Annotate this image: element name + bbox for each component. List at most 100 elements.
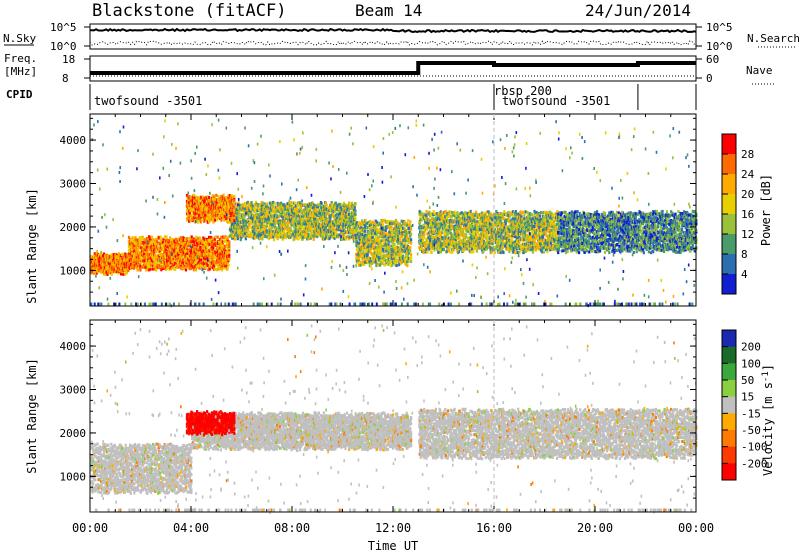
heatmap-cell (349, 231, 352, 235)
heatmap-cell (355, 226, 358, 230)
cpid-program-1: twofsound -3501 (94, 94, 202, 108)
heatmap-cell (406, 260, 409, 264)
cpid-program-3: twofsound -3501 (502, 94, 610, 108)
heatmap-cell (348, 225, 351, 229)
noise-panel-frame (89, 23, 697, 50)
heatmap-cell (293, 237, 296, 241)
heatmap-cell (350, 201, 353, 205)
cpid-label: CPID (6, 88, 33, 101)
heatmap-cell (395, 264, 398, 268)
freq-line (90, 61, 696, 75)
heatmap-cell (151, 267, 154, 271)
nsearch-label: N.Search (747, 32, 800, 45)
date-title: 24/Jun/2014 (585, 1, 691, 20)
heatmap-cell (132, 266, 136, 270)
heatmap-cell (381, 223, 384, 227)
heatmap-cell (228, 243, 231, 246)
heatmap-cell (286, 205, 289, 209)
heatmap-cell (265, 202, 268, 206)
heatmap-cell (389, 244, 392, 248)
heatmap-cell (193, 193, 196, 197)
freq-tick-top: 18 (62, 53, 75, 66)
heatmap-cell (410, 256, 413, 260)
heatmap-cell (363, 229, 366, 233)
heatmap-cell (136, 268, 139, 272)
heatmap-cell (184, 268, 188, 272)
freq-panel-frame (89, 55, 697, 82)
heatmap-cell (165, 235, 168, 239)
heatmap-cell (354, 217, 357, 220)
heatmap-cell (410, 228, 413, 232)
heatmap-cell (228, 240, 231, 244)
heatmap-cell (283, 229, 286, 233)
nave-tick-bottom: 0 (706, 72, 713, 85)
heatmap-cell (211, 237, 214, 240)
heatmap-cell (289, 226, 292, 230)
heatmap-cell (393, 242, 396, 246)
heatmap-cell (389, 260, 392, 264)
heatmap-cell (127, 269, 130, 273)
heatmap-cell (233, 237, 237, 241)
heatmap-cell (357, 229, 360, 233)
heatmap-cell (410, 232, 413, 236)
heatmap-cell (159, 235, 162, 239)
heatmap-cell (243, 216, 246, 220)
heatmap-cell (236, 237, 239, 241)
heatmap-cell (410, 260, 413, 264)
heatmap-cell (387, 233, 390, 237)
heatmap-cell (195, 268, 198, 272)
search-noise-line (89, 40, 697, 46)
heatmap-cell (354, 212, 357, 216)
heatmap-cell (160, 268, 163, 272)
heatmap-cell (350, 227, 353, 231)
heatmap-cell (359, 263, 362, 267)
heatmap-cell (325, 203, 328, 207)
heatmap-cell (205, 242, 208, 246)
freq-traces (90, 61, 696, 77)
heatmap-cell (139, 268, 142, 272)
nave-label: Nave (746, 64, 773, 77)
heatmap-cell (407, 226, 410, 230)
heatmap-cell (236, 234, 239, 238)
heatmap-cell (403, 220, 406, 224)
heatmap-cell (270, 212, 273, 216)
heatmap-cell (294, 204, 297, 208)
heatmap-cell (332, 207, 335, 211)
heatmap-cell (395, 256, 398, 260)
noise-tick-bottom: 10^0 (50, 40, 77, 53)
heatmap-cell (365, 235, 369, 239)
heatmap-cell (375, 234, 378, 238)
heatmap-cell (312, 238, 315, 241)
heatmap-cell (247, 229, 250, 233)
heatmap-cell (200, 258, 203, 262)
heatmap-cell (409, 220, 412, 224)
heatmap-cell (139, 235, 142, 239)
heatmap-cell (273, 201, 276, 205)
heatmap-cell (244, 237, 247, 241)
heatmap-cell (226, 266, 229, 270)
heatmap-cell (390, 225, 393, 229)
heatmap-cell (397, 234, 400, 238)
heatmap-cell (290, 200, 293, 204)
heatmap-cell (410, 253, 413, 257)
heatmap-cell (253, 232, 256, 236)
heatmap-cell (347, 209, 351, 213)
heatmap-cell (407, 219, 410, 223)
heatmap-cell (198, 236, 201, 240)
heatmap-cell (288, 232, 291, 236)
heatmap-cell (236, 222, 239, 226)
freq-tick-bottom: 8 (62, 72, 69, 85)
heatmap-cell (239, 238, 242, 242)
heatmap-cell (410, 241, 413, 245)
heatmap-cell (250, 201, 253, 205)
heatmap-cell (199, 245, 202, 249)
heatmap-cell (226, 241, 229, 245)
power-heatmap (90, 118, 698, 308)
heatmap-cell (185, 237, 188, 241)
nsky-label: N.Sky (3, 32, 36, 45)
heatmap-cell (228, 253, 231, 257)
heatmap-cell (407, 254, 410, 258)
freq-unit-label: [MHz] (4, 65, 37, 78)
heatmap-cell (228, 257, 231, 261)
